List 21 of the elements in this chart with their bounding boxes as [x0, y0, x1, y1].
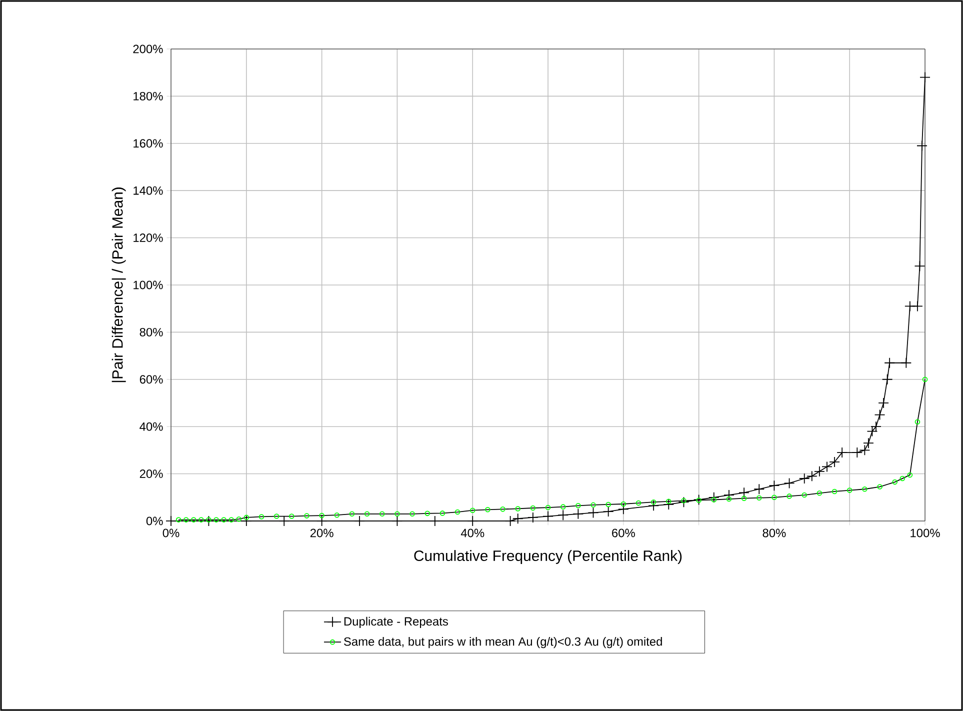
x-tick-label: 60% [612, 528, 635, 538]
x-tick-label: 100% [910, 528, 940, 538]
x-axis-title: Cumulative Frequency (Percentile Rank) [414, 550, 682, 564]
y-tick-label: 0% [146, 516, 163, 526]
y-tick-label: 40% [140, 422, 163, 431]
x-tick-label: 40% [460, 528, 484, 538]
y-tick-label: 200% [133, 44, 163, 54]
y-tick-label: 180% [134, 92, 163, 100]
x-tick-label: 80% [762, 528, 786, 538]
y-tick-label: 140% [134, 186, 163, 195]
x-tick-label: 20% [310, 528, 334, 538]
y-tick-label: 80% [140, 328, 163, 336]
y-tick-label: 160% [134, 139, 163, 148]
y-tick-label: 20% [140, 470, 163, 478]
legend-label: Duplicate - Repeats [344, 616, 448, 628]
y-tick-label: 100% [134, 280, 163, 290]
x-tick-label: 0% [162, 528, 180, 538]
y-tick-label: 120% [134, 234, 163, 242]
y-tick-label: 60% [140, 375, 163, 384]
legend-label: Same data, but pairs w ith mean Au (g/t)<0.3 Au (g/t) omited [344, 637, 662, 648]
y-axis-title: |Pair Difference| / (Pair Mean) [112, 188, 126, 382]
